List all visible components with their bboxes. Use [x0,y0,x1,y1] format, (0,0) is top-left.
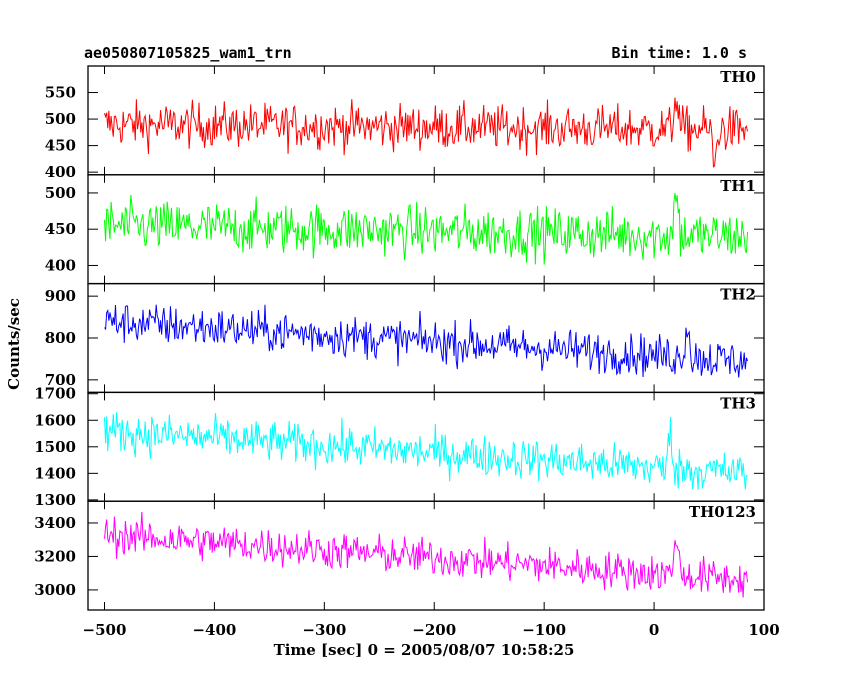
y-tick-label: 400 [45,256,76,274]
y-tick-label: 400 [45,163,76,181]
series-line-th3 [103,412,748,490]
series-line-th0 [104,97,748,168]
bin-time-label: Bin time: 1.0 s [611,44,747,62]
y-tick-label: 3200 [34,547,76,565]
panel-th0: 400 450 500 550 TH0 [45,65,765,181]
y-tick-label: 1400 [34,464,76,482]
series-line-th0123 [103,511,749,598]
y-tick-label: 1600 [34,411,76,429]
y-tick-label: 500 [45,110,76,128]
chart-title: ae050807105825_wam1_trn [84,44,292,62]
y-tick-label: 1700 [34,385,76,403]
y-tick-label: 450 [45,220,76,238]
panel-label: TH1 [720,177,756,195]
x-tick-label: −100 [522,621,566,639]
series-line-th2 [104,304,748,378]
y-tick-label: 3400 [34,514,76,532]
panel-th0123: 3000 3200 3400 TH0123 [34,500,765,611]
panel-label: TH0 [720,68,756,86]
series-line-th1 [103,192,749,265]
x-tick-label: −200 [412,621,456,639]
panel-label: TH3 [720,394,756,412]
y-tick-label: 1500 [34,438,76,456]
y-tick-label: 800 [45,329,76,347]
y-tick-label: 3000 [34,581,76,599]
panel-label: TH2 [720,286,756,304]
x-axis-label: Time [sec] 0 = 2005/08/07 10:58:25 [274,641,575,659]
x-tick-label: 0 [649,621,659,639]
y-tick-label: 450 [45,137,76,155]
y-tick-label: 700 [45,371,76,389]
y-tick-label: 900 [45,287,76,305]
x-tick-label: −500 [83,621,127,639]
x-axis: −500 −400 −300 −200 −100 0 100 [83,621,780,639]
y-axis-label: Counts/sec [5,298,23,390]
panel-label: TH0123 [689,503,756,521]
x-tick-label: −400 [192,621,236,639]
y-tick-label: 550 [45,84,76,102]
x-tick-label: 100 [748,621,779,639]
x-tick-label: −300 [302,621,346,639]
panels-layer: 400 450 500 550 TH0 400 450 500 TH1 700 800 900 TH2 1… [34,65,765,611]
y-tick-label: 1300 [34,491,76,509]
panel-th3: 1300 1400 1500 1600 1700 TH3 [34,385,765,509]
panel-frame [87,174,765,285]
panel-frame [87,391,765,502]
panel-th2: 700 800 900 TH2 [45,282,765,394]
panel-th1: 400 450 500 TH1 [45,174,765,285]
y-tick-label: 500 [45,184,76,202]
panel-frame [87,500,765,611]
